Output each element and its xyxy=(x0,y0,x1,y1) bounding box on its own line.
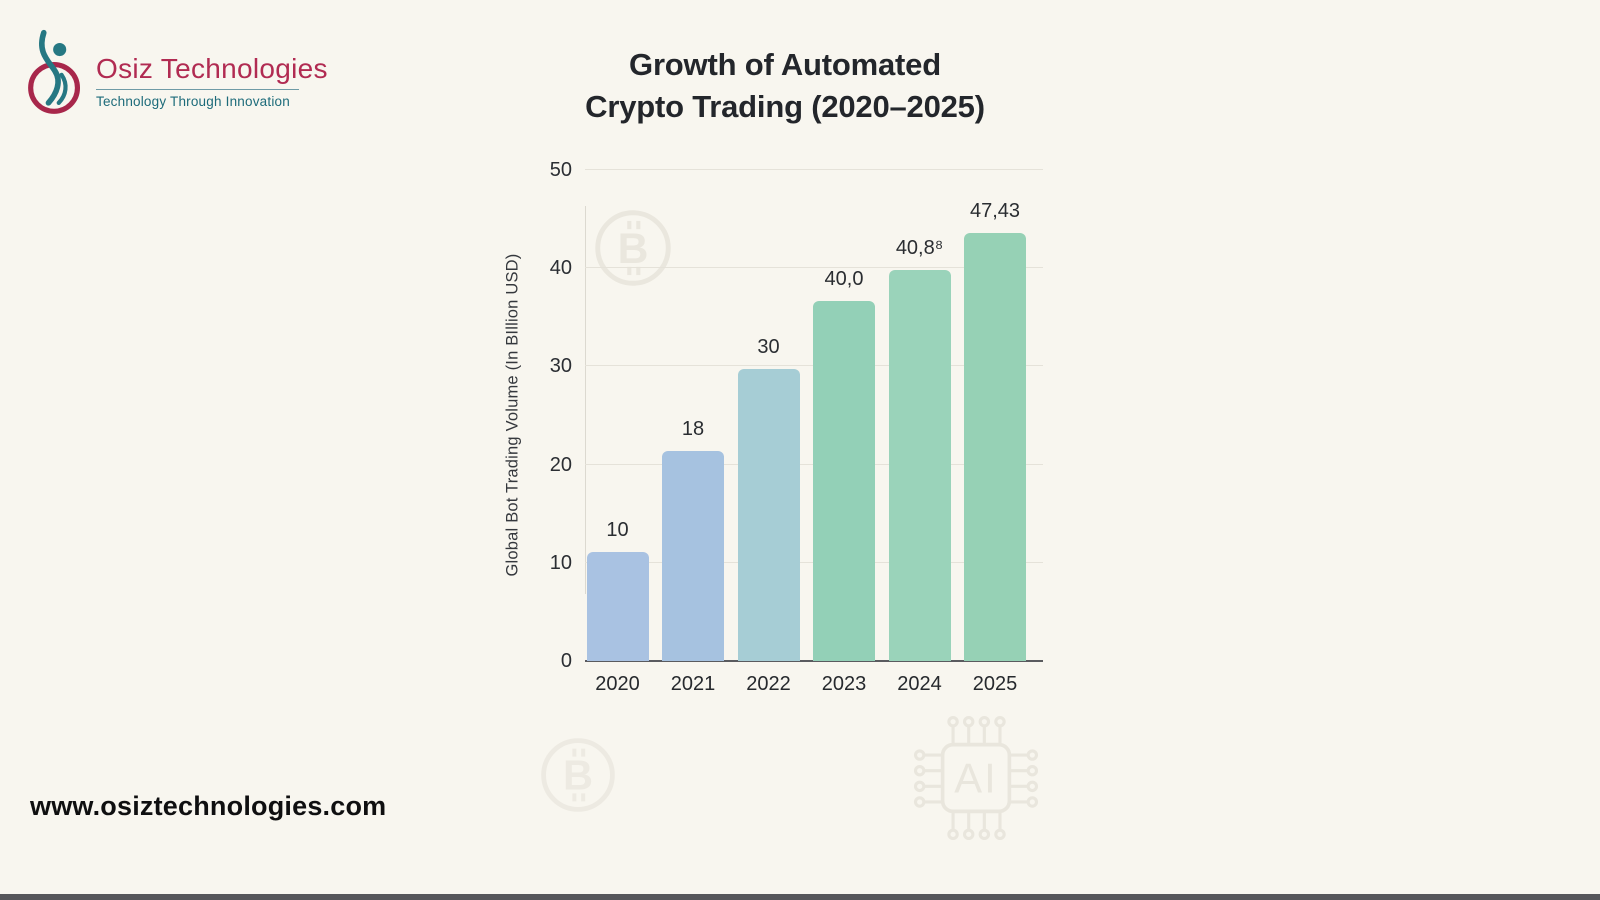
x-axis-label-2022: 2022 xyxy=(746,673,791,695)
x-axis-label-2020: 2020 xyxy=(595,673,640,695)
x-axis-label-2025: 2025 xyxy=(972,673,1018,695)
chart-title-line-1: Growth of Automated xyxy=(629,47,941,82)
chart-title: Growth of Automated Crypto Trading (2020… xyxy=(460,44,1110,128)
website-url: www.osiztechnologies.com xyxy=(30,791,387,821)
bitcoin-icon: B xyxy=(541,738,615,812)
gridline xyxy=(585,267,1043,269)
bar-2020 xyxy=(586,552,649,661)
svg-text:B: B xyxy=(563,751,593,798)
y-tick-label: 0 xyxy=(560,650,572,672)
bar-2024 xyxy=(888,270,951,661)
plot-area: 0 10 20 30 40 50 10 2020 18 2021 30 2022 40,0 2023 40,… xyxy=(550,159,1043,695)
bar-value-label: 30 xyxy=(757,336,780,359)
logo-divider xyxy=(96,89,299,90)
logo-wordmark: Osiz Technologies xyxy=(96,53,328,84)
svg-text:B: B xyxy=(618,225,649,273)
bar-2025 xyxy=(964,232,1026,661)
x-axis-label-2021: 2021 xyxy=(670,673,716,695)
y-tick-label: 10 xyxy=(549,551,572,574)
x-axis-label-2024: 2024 xyxy=(897,673,942,695)
logo-tagline: Technology Through Innovation xyxy=(96,94,290,109)
x-axis-label-2023: 2023 xyxy=(821,673,867,695)
x-axis-line xyxy=(585,660,1043,662)
bottom-strip xyxy=(0,894,1600,900)
y-tick-label: 30 xyxy=(549,355,572,378)
osiz-logo: Osiz Technologies Technology Through Inn… xyxy=(26,26,328,118)
bar-2023 xyxy=(813,300,875,661)
gridline xyxy=(585,169,1043,170)
bar-value-label: 10 xyxy=(606,519,629,541)
bar-value-label: 40,8⁸ xyxy=(895,237,944,260)
svg-text:AI: AI xyxy=(954,755,998,802)
y-tick-label: 20 xyxy=(549,453,572,476)
bar-value-label: 40,0 xyxy=(824,267,864,290)
y-axis-title: Global Bot Trading Volume (In BIllion US… xyxy=(503,253,522,577)
bar-2022 xyxy=(737,369,800,661)
y-tick-label: 40 xyxy=(549,257,572,280)
y-tick-label: 50 xyxy=(549,159,572,181)
bar-2021 xyxy=(662,450,724,661)
y-axis-spine xyxy=(585,206,586,594)
ai-chip-icon: AI xyxy=(913,715,1039,841)
osiz-logo-icon xyxy=(28,29,81,114)
chart-title-line-2: Crypto Trading (2020–2025) xyxy=(585,89,985,124)
bitcoin-icon: B xyxy=(595,210,671,286)
bar-value-label: 18 xyxy=(681,417,705,440)
bar-value-label: 47,43 xyxy=(969,199,1021,222)
